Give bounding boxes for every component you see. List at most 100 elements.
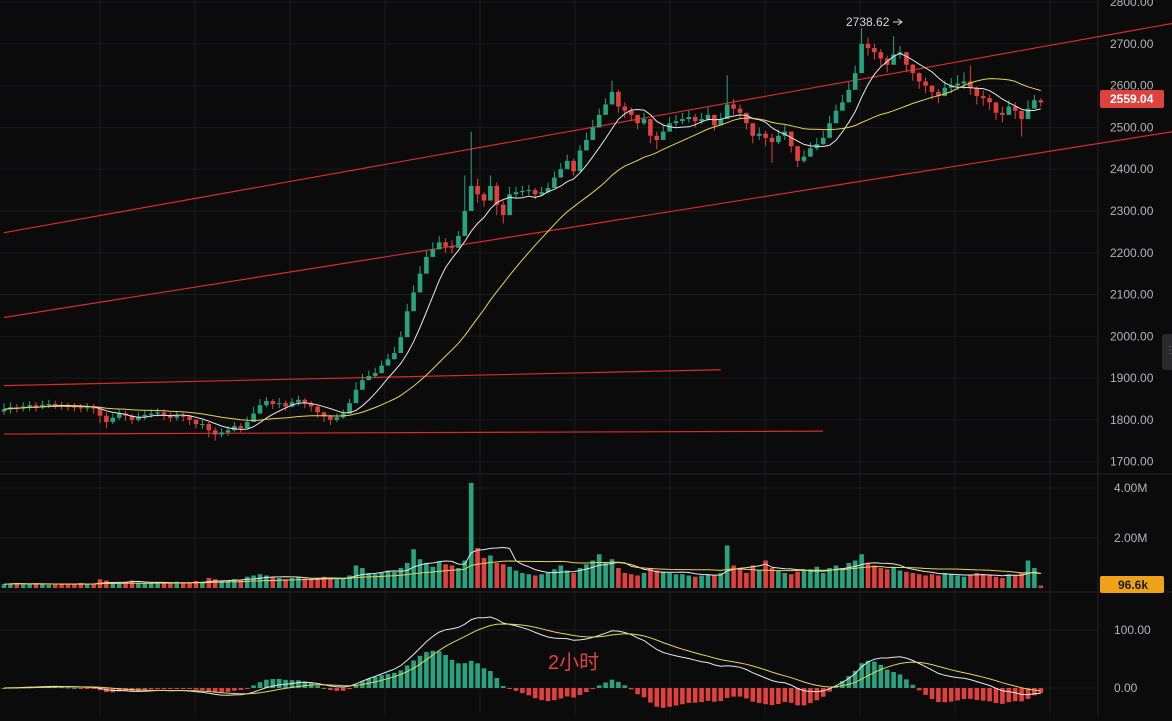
candle-body — [737, 108, 743, 113]
volume-bar — [532, 575, 538, 588]
volume-bar — [980, 574, 986, 588]
candle-body — [328, 416, 333, 420]
candle-body — [577, 150, 583, 172]
volume-bar — [91, 584, 96, 588]
candle-body — [654, 135, 660, 140]
macd-histogram-bar — [334, 688, 340, 691]
volume-bar — [686, 575, 692, 588]
candle — [891, 36, 896, 65]
macd-histogram-bar — [769, 688, 775, 706]
volume-bar — [929, 574, 935, 588]
price-tick-label: 2200.00 — [1110, 246, 1154, 260]
candle — [756, 127, 762, 140]
macd-histogram-bar — [904, 679, 909, 688]
volume-bar — [411, 549, 416, 588]
volume-bar — [968, 575, 973, 588]
volume-bar — [193, 581, 199, 588]
candle-body — [692, 116, 698, 122]
volume-bar — [577, 568, 583, 588]
volume-bar — [123, 581, 128, 588]
candle — [257, 398, 263, 414]
macd-histogram-bar — [65, 687, 71, 689]
candle-body — [161, 412, 167, 415]
candle-body — [84, 407, 90, 409]
volume-bar — [680, 574, 685, 588]
macd-histogram-bar — [916, 688, 922, 691]
macd-histogram-bar — [564, 688, 570, 697]
candle — [424, 250, 429, 274]
candle-body — [648, 119, 653, 136]
volume-bar — [1025, 560, 1031, 588]
macd-histogram-bar — [814, 688, 820, 701]
macd-histogram-bar — [974, 688, 980, 700]
candle — [827, 115, 832, 138]
candle-body — [1006, 106, 1012, 115]
candle-body — [449, 246, 455, 248]
candle — [801, 150, 807, 163]
candle — [974, 86, 980, 105]
volume-bar — [724, 545, 730, 588]
current-volume-value: 96.6k — [1118, 578, 1148, 592]
volume-bar — [200, 581, 205, 588]
macd-histogram-bar — [206, 688, 212, 692]
volume-bar — [776, 570, 781, 588]
macd-histogram-bar — [571, 688, 576, 698]
candle-body — [494, 185, 500, 205]
macd-histogram-bar — [955, 688, 960, 701]
candle-body — [961, 81, 967, 84]
candle — [987, 94, 992, 110]
macd-histogram-bar — [136, 688, 141, 691]
candle-body — [942, 87, 948, 97]
candle-body — [238, 426, 244, 429]
candle-body — [500, 204, 506, 216]
volume-bar — [488, 555, 493, 588]
macd-histogram-bar — [244, 688, 250, 689]
current-price-badge: 2559.04 — [1100, 90, 1164, 108]
candle-body — [251, 413, 256, 422]
macd-histogram-bar — [1012, 688, 1018, 702]
candle — [174, 411, 180, 421]
candle-body — [72, 406, 77, 408]
volume-bar — [878, 568, 884, 588]
macd-histogram-bar — [660, 688, 666, 708]
macd-histogram-bar — [507, 688, 512, 689]
candle — [590, 119, 596, 140]
candle-body — [200, 424, 205, 426]
macd-tick-label: 0.00 — [1114, 681, 1138, 695]
volume-bar — [692, 576, 698, 588]
volume-bar — [571, 573, 576, 588]
candle-body — [1019, 110, 1024, 120]
candle-body — [993, 102, 999, 113]
candle-body — [302, 399, 308, 404]
candle — [430, 242, 436, 257]
candle — [347, 398, 352, 414]
candle — [129, 413, 135, 425]
macd-histogram-bar — [788, 688, 794, 703]
candle-body — [904, 52, 909, 65]
price-scale-drag-handle[interactable]: ⋮ — [1162, 334, 1172, 370]
volume-bar — [136, 582, 141, 588]
candle-body — [923, 81, 928, 86]
volume-bar — [308, 579, 314, 588]
candle — [244, 416, 250, 429]
candle — [481, 192, 487, 207]
volume-tick-label: 2.00M — [1114, 531, 1147, 545]
candle — [507, 186, 512, 216]
trendline-layer — [3, 22, 1172, 435]
volume-bar — [872, 565, 877, 588]
macd-histogram-bar — [929, 688, 935, 699]
candle-body — [833, 110, 839, 124]
candle-body — [616, 91, 621, 107]
volume-bar — [462, 560, 468, 588]
candle — [110, 413, 116, 425]
volume-bar — [654, 570, 660, 588]
candle-body — [308, 403, 314, 407]
volume-bar — [59, 583, 64, 588]
candle — [372, 367, 378, 379]
candle-body — [718, 119, 724, 126]
volume-bar — [545, 573, 551, 588]
macd-histogram-bar — [737, 688, 743, 697]
volume-bar — [1038, 585, 1044, 588]
volume-bar — [302, 578, 308, 588]
